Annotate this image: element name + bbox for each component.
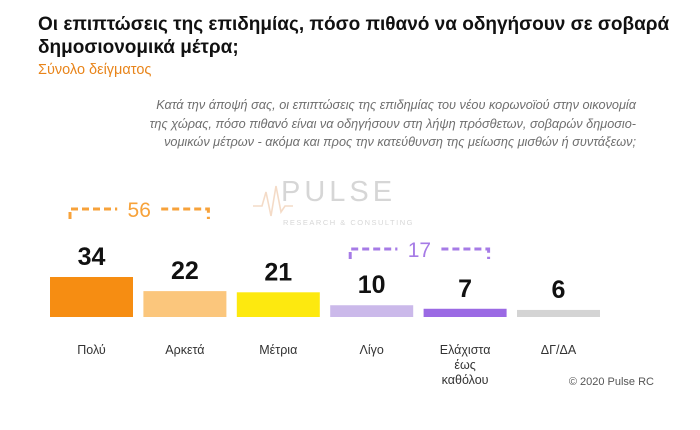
- group-bracket: [348, 247, 491, 259]
- data-label: 6: [552, 276, 566, 304]
- category-label: Μέτρια: [259, 343, 297, 357]
- bar: [236, 292, 320, 317]
- question-line: νομικών μέτρων - ακόμα και προς την κατε…: [164, 135, 636, 149]
- group-bracket: [68, 207, 210, 219]
- group-total-label: 17: [408, 239, 431, 262]
- chart-title: Οι επιπτώσεις της επιδημίας, πόσο πιθανό…: [38, 14, 670, 58]
- group-total-label: 56: [128, 199, 151, 222]
- category-label: Πολύ: [77, 343, 106, 357]
- question-line: Κατά την άποψή σας, οι επιπτώσεις της επ…: [156, 98, 636, 112]
- question-text: Κατά την άποψή σας, οι επιπτώσεις της επ…: [74, 96, 636, 152]
- category-label: Λίγο: [360, 343, 384, 357]
- chart-subtitle: Σύνολο δείγματος: [38, 62, 152, 78]
- data-label: 10: [358, 271, 386, 299]
- data-label: 34: [78, 243, 106, 271]
- category-label: έως: [454, 358, 475, 372]
- data-label: 7: [458, 275, 472, 303]
- bar: [50, 277, 133, 317]
- watermark-word: PULSE: [281, 176, 397, 208]
- data-label: 22: [171, 257, 199, 285]
- category-label: ΔΓ/ΔΑ: [541, 343, 577, 357]
- heartbeat-icon: [253, 185, 293, 217]
- category-label: Αρκετά: [165, 343, 204, 357]
- question-line: της χώρας, πόσο πιθανό είναι να οδηγήσου…: [149, 116, 636, 131]
- copyright-credit: © 2020 Pulse RC: [568, 376, 654, 388]
- category-label: Ελάχιστα: [440, 343, 491, 357]
- data-label: 21: [264, 258, 292, 286]
- category-label: καθόλου: [442, 373, 489, 387]
- pulse-watermark-logo: PULSE RESEARCH & CONSULTING: [253, 176, 423, 236]
- bar: [517, 309, 600, 317]
- bar: [143, 291, 227, 317]
- bar: [330, 305, 414, 317]
- bar: [423, 308, 507, 317]
- watermark-tagline: RESEARCH & CONSULTING: [283, 218, 414, 227]
